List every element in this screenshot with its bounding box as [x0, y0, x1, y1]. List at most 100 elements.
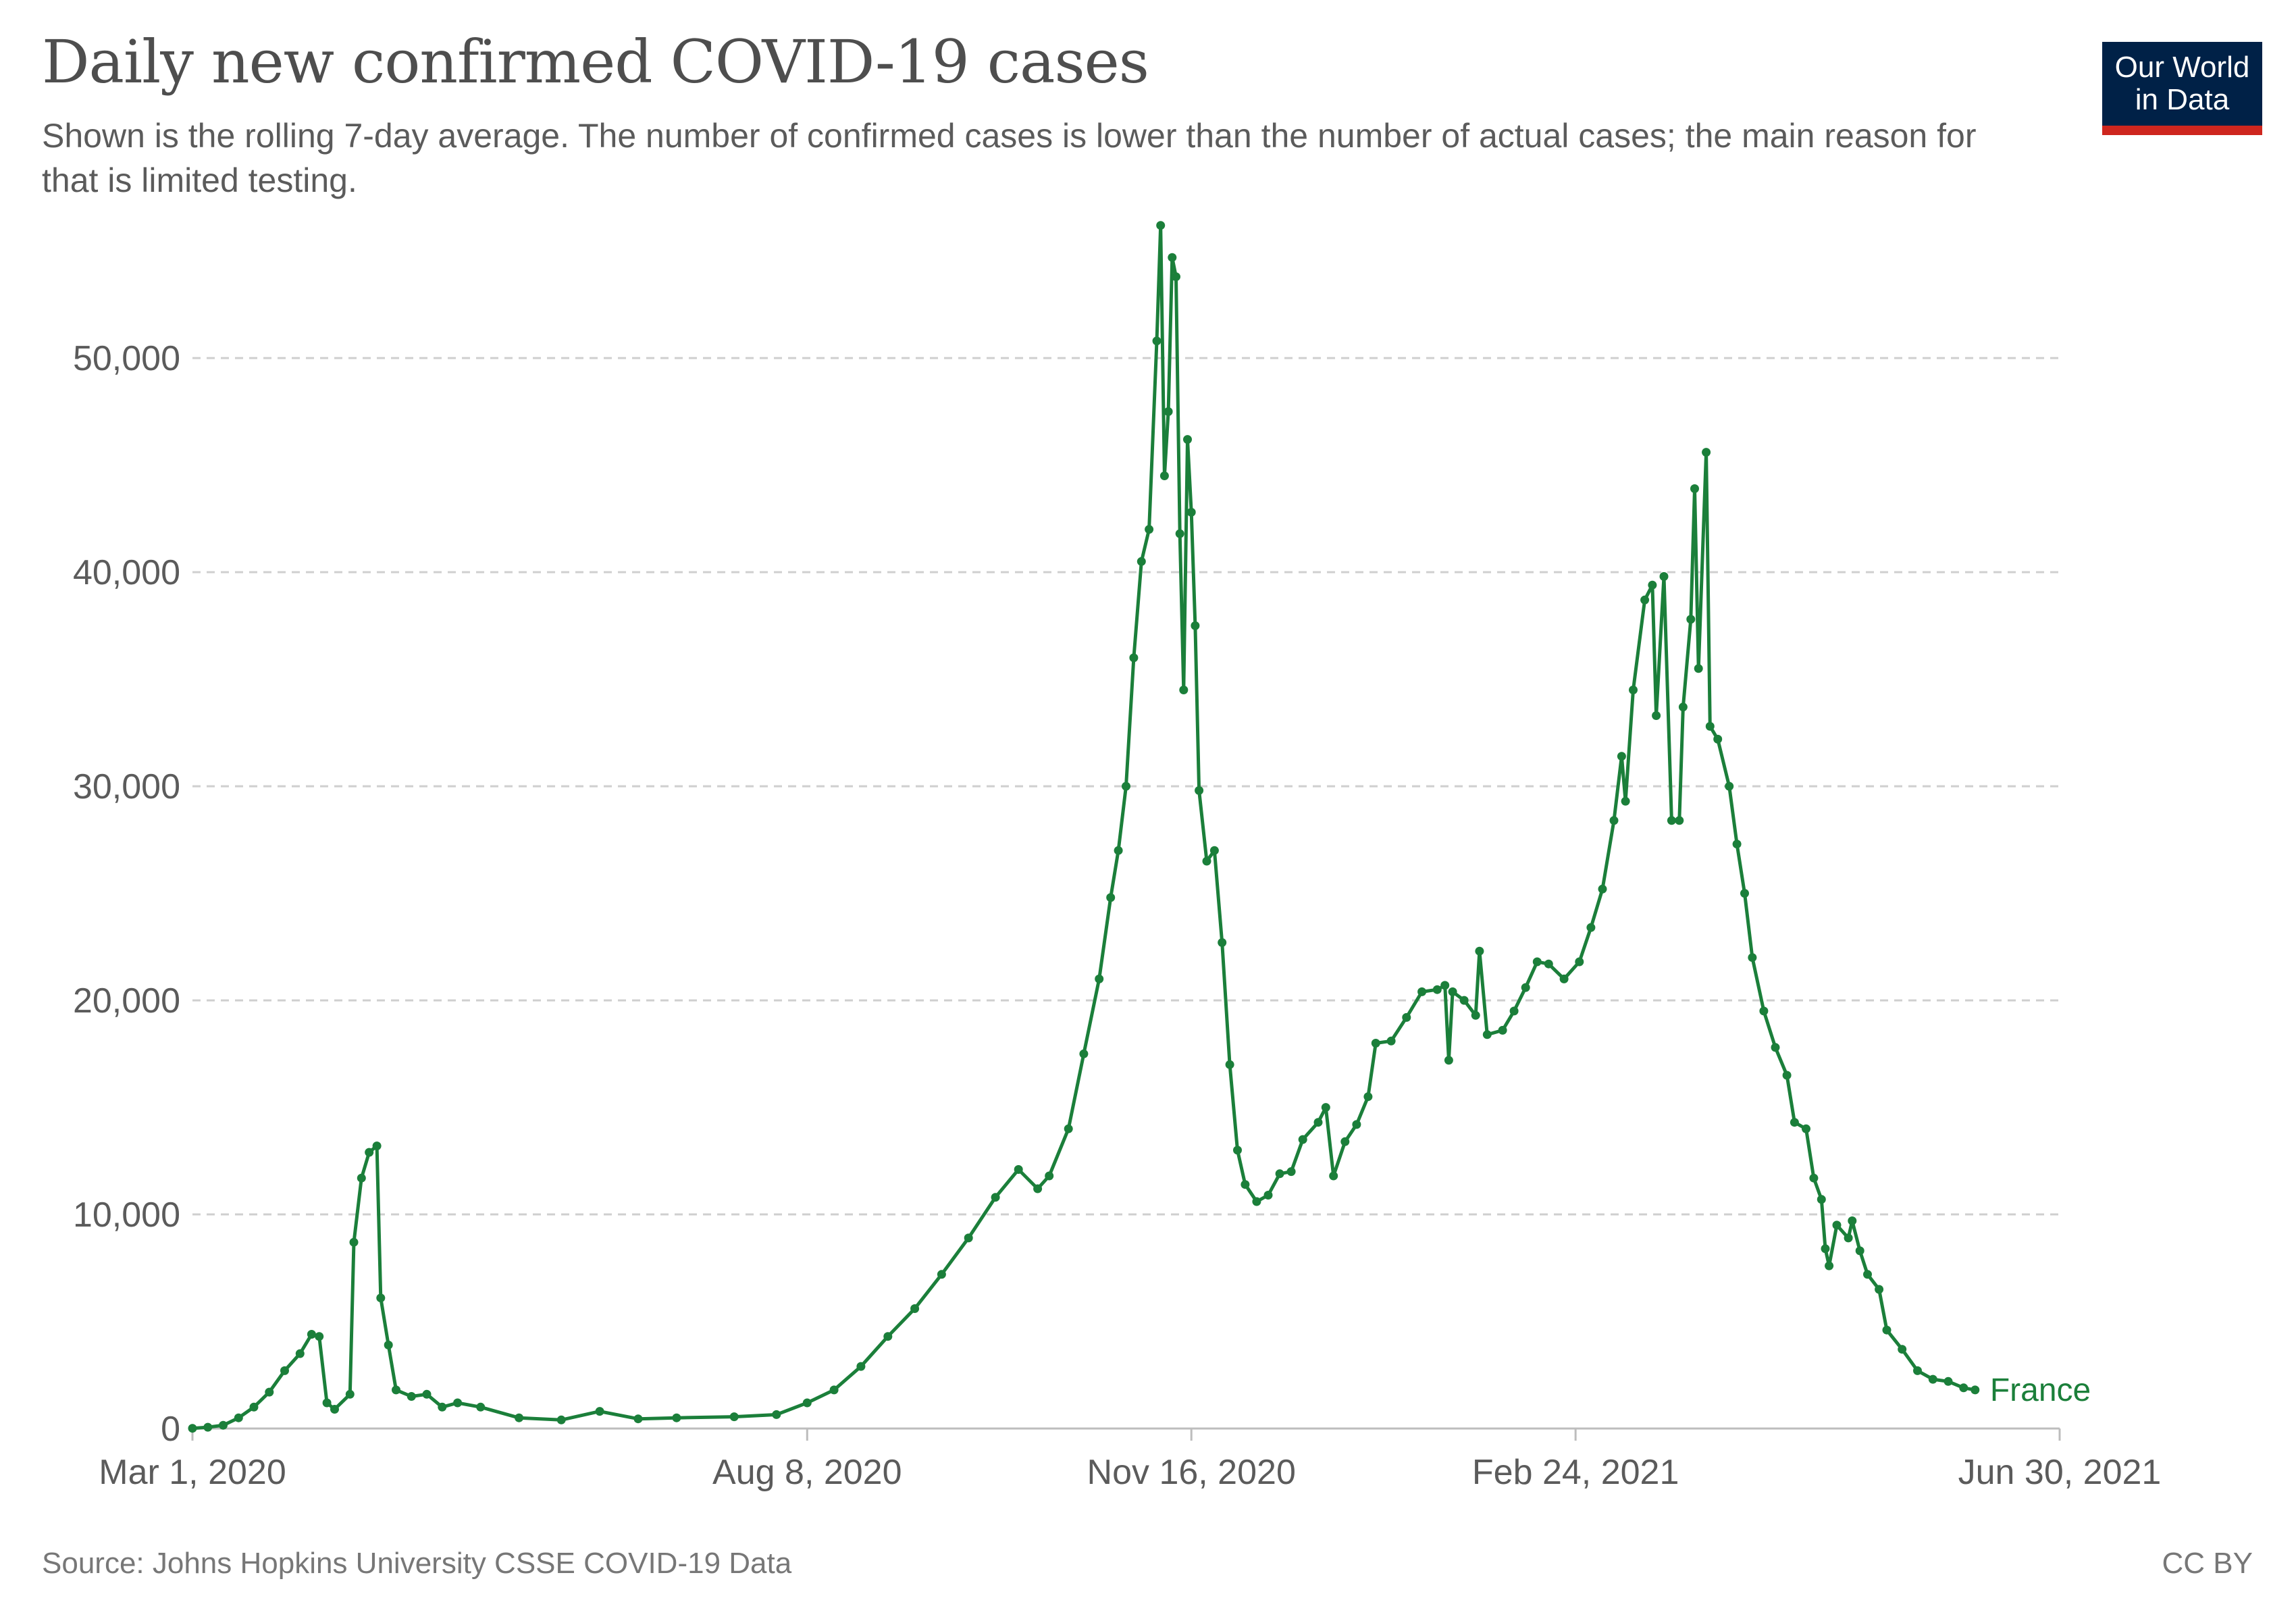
data-point: [1114, 846, 1123, 855]
data-point: [453, 1398, 463, 1408]
data-point: [633, 1414, 643, 1424]
data-point: [1448, 987, 1457, 996]
data-point: [1137, 557, 1146, 566]
data-point: [1179, 686, 1189, 694]
data-point: [407, 1392, 416, 1401]
data-point: [188, 1424, 197, 1433]
x-tick-label: Feb 24, 2021: [1472, 1453, 1679, 1492]
data-point: [1809, 1173, 1819, 1183]
data-point: [595, 1407, 604, 1416]
data-point: [438, 1402, 447, 1412]
data-point: [1882, 1325, 1891, 1335]
data-point: [964, 1233, 973, 1243]
data-point: [1971, 1385, 1980, 1395]
data-point: [1771, 1043, 1780, 1052]
data-point: [1209, 846, 1219, 855]
data-point: [1352, 1120, 1361, 1129]
data-point: [1759, 1006, 1769, 1016]
data-point: [1740, 889, 1749, 898]
data-point: [937, 1270, 946, 1279]
data-point: [1586, 923, 1596, 932]
data-point: [1629, 686, 1638, 694]
data-point: [1821, 1244, 1830, 1254]
data-point: [1159, 471, 1169, 480]
data-point: [1913, 1366, 1922, 1375]
data-point: [234, 1413, 243, 1422]
data-point: [1440, 981, 1450, 990]
data-point: [349, 1237, 359, 1247]
data-point: [1621, 796, 1630, 806]
data-point: [219, 1420, 228, 1430]
data-point: [345, 1389, 355, 1399]
data-point: [1702, 448, 1711, 457]
data-point: [1402, 1012, 1411, 1022]
data-point: [1690, 484, 1699, 493]
chart-subtitle: Shown is the rolling 7-day average. The …: [42, 117, 1977, 199]
data-point: [1848, 1216, 1857, 1225]
data-point: [1164, 407, 1173, 416]
data-point: [1172, 272, 1180, 282]
data-point: [1156, 221, 1166, 230]
data-point: [376, 1293, 386, 1303]
license-link[interactable]: CC BY: [2162, 1547, 2253, 1580]
data-point: [476, 1402, 486, 1412]
chart-title: Daily new confirmed COVID-19 cases: [42, 27, 1149, 97]
data-point: [1175, 529, 1184, 538]
source-note[interactable]: Source: Johns Hopkins University CSSE CO…: [42, 1547, 792, 1580]
data-point: [910, 1304, 920, 1313]
data-point: [384, 1340, 393, 1349]
data-point: [1183, 435, 1192, 444]
data-point: [1790, 1118, 1799, 1127]
data-point: [1202, 856, 1211, 866]
x-axis: Mar 1, 2020 Aug 8, 2020 Nov 16, 2020 Feb 24…: [99, 1427, 2161, 1492]
data-point: [991, 1193, 1000, 1202]
data-point: [1432, 985, 1442, 994]
data-point: [295, 1349, 305, 1358]
data-point: [1195, 786, 1204, 795]
data-point: [1667, 816, 1676, 825]
x-tick-label: Nov 16, 2020: [1087, 1453, 1296, 1492]
data-point: [372, 1141, 382, 1151]
data-point: [1152, 336, 1162, 346]
data-point: [315, 1332, 324, 1341]
y-tick-label: 20,000: [73, 981, 180, 1021]
data-point: [1329, 1171, 1338, 1181]
owid-logo[interactable]: Our World in Data: [2102, 42, 2262, 135]
data-point: [1033, 1184, 1043, 1193]
x-tick-label: Aug 8, 2020: [712, 1453, 902, 1492]
data-point: [1371, 1039, 1380, 1048]
data-point: [1782, 1071, 1792, 1080]
data-point: [1095, 974, 1104, 983]
data-point: [1521, 983, 1530, 992]
data-point: [515, 1413, 524, 1422]
data-point: [1321, 1103, 1330, 1112]
data-point: [1145, 525, 1154, 534]
data-point: [1014, 1165, 1023, 1174]
data-point: [1482, 1030, 1492, 1039]
data-point: [1122, 781, 1130, 791]
data-point: [1652, 711, 1661, 720]
data-point: [1855, 1246, 1864, 1256]
data-point: [1825, 1261, 1834, 1270]
data-point: [1045, 1171, 1054, 1181]
data-point: [1363, 1092, 1373, 1102]
data-point: [1313, 1118, 1323, 1127]
y-tick-label: 30,000: [73, 767, 180, 806]
data-point: [1532, 957, 1542, 967]
data-point: [1959, 1383, 1968, 1393]
series-france[interactable]: France: [188, 221, 2091, 1433]
x-tick-label: Mar 1, 2020: [99, 1453, 286, 1492]
data-point: [1386, 1036, 1396, 1046]
data-point: [1598, 884, 1607, 894]
series-label-france: France: [1990, 1372, 2091, 1408]
data-point: [422, 1389, 432, 1399]
data-point: [1705, 721, 1715, 731]
data-point: [1844, 1233, 1853, 1243]
data-point: [1713, 734, 1723, 744]
data-point: [1817, 1195, 1826, 1204]
data-point: [1233, 1146, 1242, 1155]
data-point: [1575, 957, 1584, 967]
data-point: [1471, 1010, 1480, 1020]
data-point: [1544, 959, 1553, 969]
